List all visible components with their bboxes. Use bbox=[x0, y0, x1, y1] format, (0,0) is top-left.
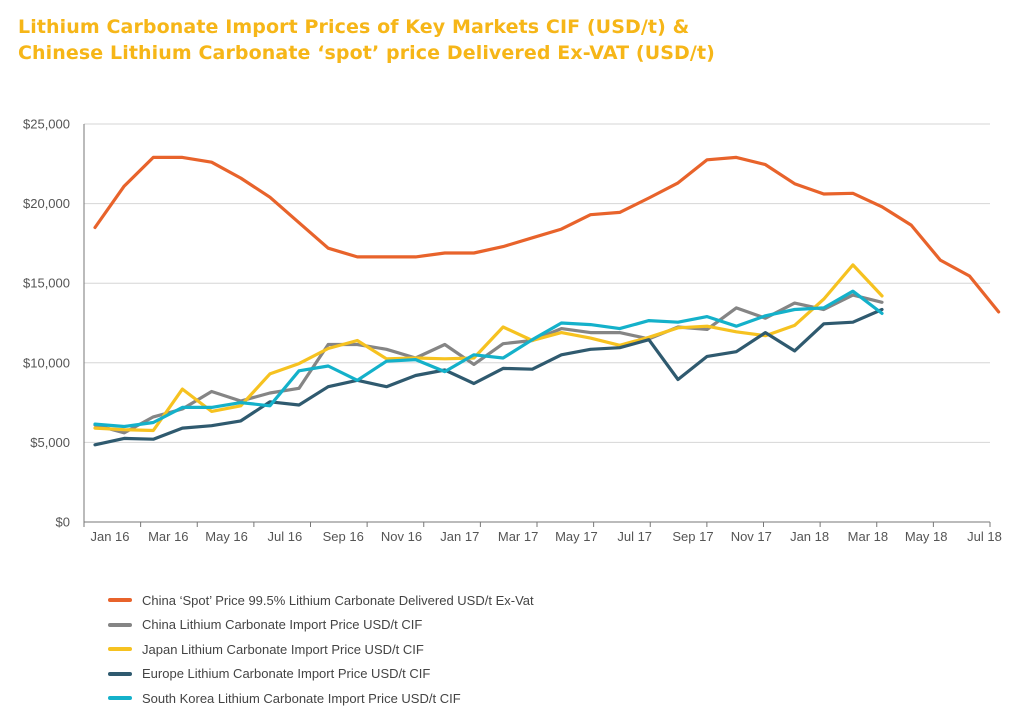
x-axis-tick-labels: Jan 16 Mar 16 May 16 Jul 16 Sep 16 Nov 16 Jan … bbox=[90, 529, 1001, 544]
legend-swatch bbox=[108, 622, 132, 627]
chart-title-line-2: Chinese Lithium Carbonate ‘spot’ price D… bbox=[18, 42, 715, 64]
x-tick-label-14: May 18 bbox=[905, 529, 948, 544]
legend: China ‘Spot’ Price 99.5% Lithium Carbona… bbox=[108, 588, 534, 711]
x-tick-label-1: Mar 16 bbox=[148, 529, 188, 544]
series-line-china-spot bbox=[93, 155, 1001, 314]
legend-label: China ‘Spot’ Price 99.5% Lithium Carbona… bbox=[142, 592, 534, 608]
legend-swatch bbox=[108, 647, 132, 652]
x-tick-label-12: Jan 18 bbox=[790, 529, 829, 544]
y-tick-label-3: $15,000 bbox=[23, 276, 70, 291]
legend-swatch bbox=[108, 671, 132, 676]
legend-swatch bbox=[108, 696, 132, 701]
y-tick-label-2: $10,000 bbox=[23, 355, 70, 370]
x-tick-label-11: Nov 17 bbox=[731, 529, 772, 544]
y-tick-label-1: $5,000 bbox=[30, 435, 70, 450]
x-tick-label-6: Jan 17 bbox=[440, 529, 479, 544]
chart-title-line-1: Lithium Carbonate Import Prices of Key M… bbox=[18, 16, 690, 38]
series-line-china-import bbox=[93, 293, 884, 435]
series-line-japan-import bbox=[93, 263, 884, 433]
x-tick-label-8: May 17 bbox=[555, 529, 598, 544]
series-line-korea-import bbox=[93, 289, 884, 429]
legend-label: Japan Lithium Carbonate Import Price USD… bbox=[142, 641, 424, 657]
series-lines bbox=[93, 155, 1001, 447]
legend-item-japan-import: Japan Lithium Carbonate Import Price USD… bbox=[108, 637, 534, 662]
axes bbox=[83, 124, 991, 527]
x-tick-label-0: Jan 16 bbox=[90, 529, 129, 544]
x-tick-label-9: Jul 17 bbox=[617, 529, 652, 544]
y-axis-tick-labels: $0 $5,000 $10,000 $15,000 $20,000 $25,000 bbox=[23, 117, 70, 530]
y-tick-label-4: $20,000 bbox=[23, 196, 70, 211]
x-tick-label-10: Sep 17 bbox=[672, 529, 713, 544]
chart-title: Lithium Carbonate Import Prices of Key M… bbox=[18, 14, 715, 66]
x-tick-label-7: Mar 17 bbox=[498, 529, 538, 544]
y-tick-label-5: $25,000 bbox=[23, 117, 70, 132]
x-tick-label-3: Jul 16 bbox=[268, 529, 303, 544]
legend-item-korea-import: South Korea Lithium Carbonate Import Pri… bbox=[108, 686, 534, 711]
y-tick-label-0: $0 bbox=[56, 515, 70, 530]
legend-item-europe-import: Europe Lithium Carbonate Import Price US… bbox=[108, 662, 534, 687]
x-tick-label-5: Nov 16 bbox=[381, 529, 422, 544]
legend-swatch bbox=[108, 598, 132, 603]
legend-label: Europe Lithium Carbonate Import Price US… bbox=[142, 666, 431, 682]
series-line-europe-import bbox=[93, 307, 884, 447]
x-tick-label-13: Mar 18 bbox=[848, 529, 888, 544]
x-tick-label-4: Sep 16 bbox=[323, 529, 364, 544]
x-tick-label-2: May 16 bbox=[205, 529, 248, 544]
legend-label: China Lithium Carbonate Import Price USD… bbox=[142, 617, 423, 633]
x-tick-label-15: Jul 18 bbox=[967, 529, 1002, 544]
legend-label: South Korea Lithium Carbonate Import Pri… bbox=[142, 690, 461, 706]
legend-item-china-spot: China ‘Spot’ Price 99.5% Lithium Carbona… bbox=[108, 588, 534, 613]
legend-item-china-import: China Lithium Carbonate Import Price USD… bbox=[108, 613, 534, 638]
